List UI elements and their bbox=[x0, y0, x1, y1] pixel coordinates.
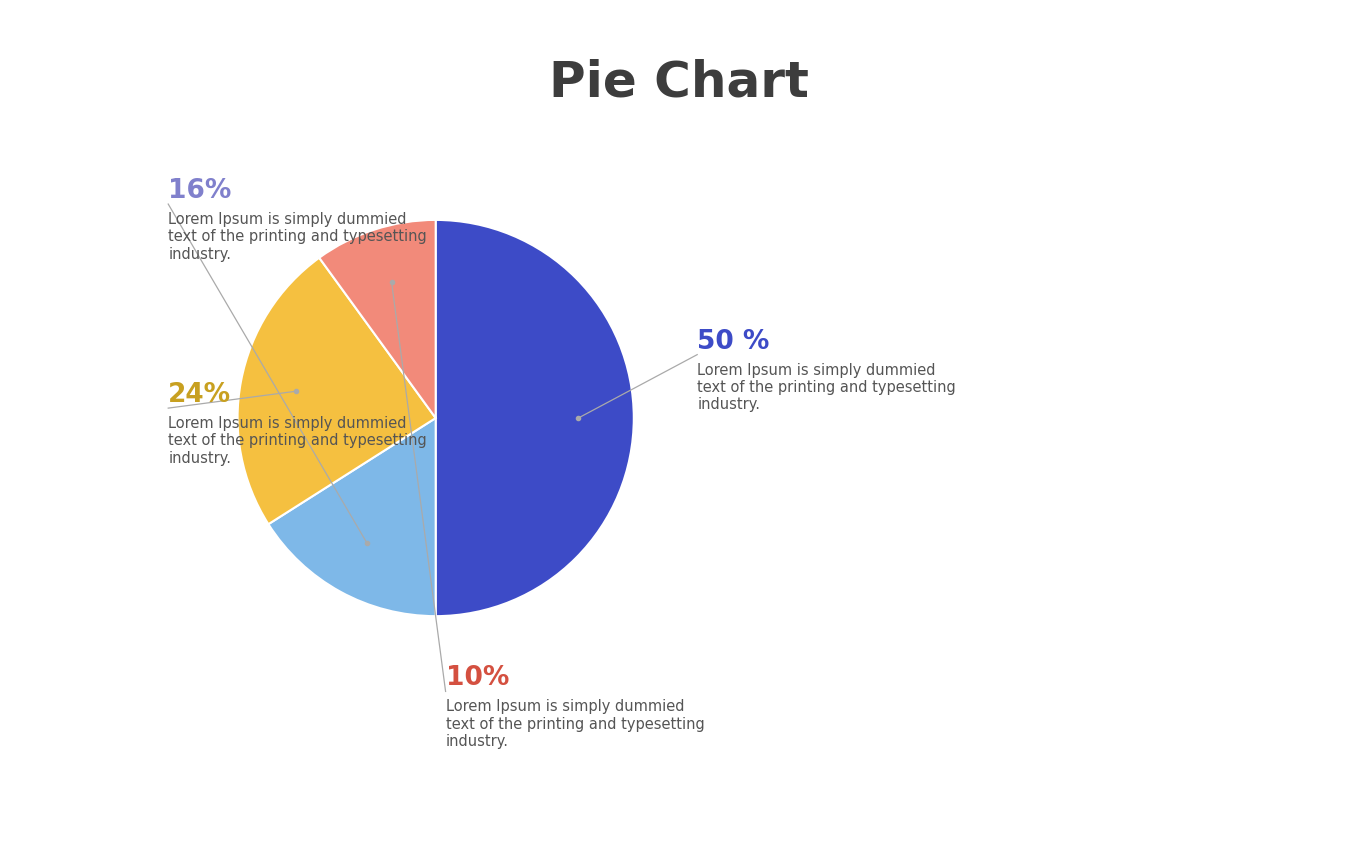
Text: 24%: 24% bbox=[168, 382, 231, 408]
Wedge shape bbox=[238, 258, 436, 525]
Text: 16%: 16% bbox=[168, 178, 232, 204]
Wedge shape bbox=[319, 220, 436, 418]
Text: 10%: 10% bbox=[445, 665, 509, 691]
Text: Pie Chart: Pie Chart bbox=[549, 59, 809, 107]
Text: Lorem Ipsum is simply dummied
text of the printing and typesetting
industry.: Lorem Ipsum is simply dummied text of th… bbox=[445, 700, 705, 749]
Text: 50 %: 50 % bbox=[697, 328, 770, 354]
Text: Lorem Ipsum is simply dummied
text of the printing and typesetting
industry.: Lorem Ipsum is simply dummied text of th… bbox=[168, 416, 426, 466]
Wedge shape bbox=[269, 418, 436, 616]
Wedge shape bbox=[436, 220, 634, 616]
Text: Lorem Ipsum is simply dummied
text of the printing and typesetting
industry.: Lorem Ipsum is simply dummied text of th… bbox=[168, 212, 426, 262]
Text: Lorem Ipsum is simply dummied
text of the printing and typesetting
industry.: Lorem Ipsum is simply dummied text of th… bbox=[697, 363, 956, 413]
